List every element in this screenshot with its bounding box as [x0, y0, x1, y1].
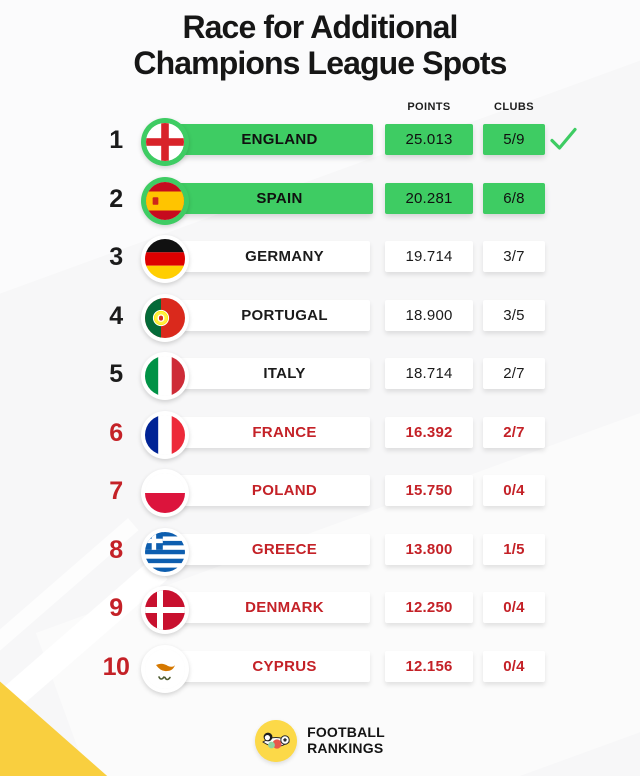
- row-clubs-value: 2/7: [483, 416, 545, 448]
- table-row[interactable]: 7 POLAND 15.750 0/4: [0, 469, 640, 528]
- flag-denmark-icon: [141, 586, 189, 634]
- table-row[interactable]: 5 ITALY 18.714 2/7: [0, 352, 640, 411]
- row-country-label: POLAND: [251, 482, 318, 499]
- flag-graphic: [145, 356, 185, 396]
- background-yellow-wedge: [0, 678, 114, 776]
- row-clubs-value: 3/7: [483, 241, 545, 272]
- page-title-line-1: Race for Additional: [182, 9, 458, 45]
- row-country-label: DENMARK: [245, 599, 324, 616]
- footer-brand: FOOTBALL RANKINGS: [0, 720, 640, 762]
- flag-graphic: [145, 297, 185, 338]
- row-rank: 9: [109, 594, 123, 622]
- row-points-value: 12.250: [385, 592, 473, 623]
- row-country-label: SPAIN: [256, 189, 303, 207]
- row-rank: 10: [102, 652, 130, 681]
- row-country-label: PORTUGAL: [241, 306, 328, 324]
- flag-graphic: [145, 414, 185, 455]
- flag-germany-icon: [141, 235, 189, 283]
- row-rank: 2: [109, 184, 123, 213]
- row-rank: 1: [109, 126, 123, 154]
- row-points-value: 19.714: [385, 241, 473, 272]
- row-country-bar[interactable]: DENMARK: [165, 592, 370, 623]
- row-points-value: 15.750: [385, 475, 473, 506]
- row-country-label: ENGLAND: [241, 131, 318, 148]
- row-rank: 8: [109, 535, 123, 564]
- flag-poland-icon: [141, 469, 189, 517]
- row-clubs-value: 0/4: [483, 650, 545, 682]
- flag-graphic: [145, 239, 185, 279]
- row-rank: 3: [109, 243, 123, 271]
- row-country-bar[interactable]: ENGLAND: [160, 124, 373, 155]
- table-row[interactable]: 8 GREECE 13.800 1/5: [0, 527, 640, 587]
- row-clubs-value: 1/5: [483, 533, 545, 565]
- brand-line-2: RANKINGS: [307, 740, 384, 756]
- row-rank: 6: [109, 418, 123, 447]
- row-country-label: CYPRUS: [252, 657, 317, 675]
- row-country-bar[interactable]: SPAIN: [160, 182, 373, 214]
- flag-graphic: [146, 123, 184, 161]
- row-points-value: 18.714: [385, 358, 473, 389]
- row-country-bar[interactable]: FRANCE: [165, 416, 370, 448]
- row-country-label: GREECE: [251, 540, 318, 558]
- row-clubs-value: 3/5: [483, 299, 545, 331]
- row-country-label: GERMANY: [245, 248, 324, 265]
- qualified-check-icon: [548, 125, 578, 155]
- row-country-label: ITALY: [263, 365, 306, 382]
- football-rankings-logo-icon: [255, 720, 298, 762]
- ranking-table: 1 ENGLAND 25.013 5/9 2 SPAIN 20.281 6/8 …: [0, 118, 640, 703]
- table-row[interactable]: 4 PORTUGAL 18.900 3/5: [0, 293, 640, 353]
- brand-line-1: FOOTBALL: [307, 724, 385, 741]
- column-header-clubs: CLUBS: [494, 101, 534, 113]
- flag-graphic: [146, 181, 184, 220]
- flag-graphic: [145, 590, 185, 630]
- row-rank: 7: [109, 477, 123, 505]
- row-country-bar[interactable]: GERMANY: [165, 241, 370, 272]
- flag-cyprus-icon: [141, 644, 189, 693]
- flag-italy-icon: [141, 352, 189, 400]
- row-clubs-value: 0/4: [483, 592, 545, 623]
- row-country-bar[interactable]: CYPRUS: [165, 650, 370, 682]
- table-row[interactable]: 2 SPAIN 20.281 6/8: [0, 176, 640, 236]
- flag-portugal-icon: [141, 293, 189, 342]
- row-rank: 5: [109, 360, 123, 388]
- row-rank: 4: [109, 301, 123, 330]
- page-title: Race for Additional Champions League Spo…: [0, 0, 640, 82]
- row-clubs-value: 6/8: [483, 182, 545, 214]
- row-points-value: 20.281: [385, 182, 473, 214]
- flag-greece-icon: [141, 527, 189, 576]
- row-clubs-value: 0/4: [483, 475, 545, 506]
- row-country-bar[interactable]: ITALY: [165, 358, 370, 389]
- table-row[interactable]: 6 FRANCE 16.392 2/7: [0, 410, 640, 470]
- row-country-bar[interactable]: PORTUGAL: [165, 299, 370, 331]
- table-row[interactable]: 9 DENMARK 12.250 0/4: [0, 586, 640, 645]
- row-country-bar[interactable]: POLAND: [165, 475, 370, 506]
- flag-spain-icon: [141, 176, 189, 225]
- flag-france-icon: [141, 410, 189, 459]
- row-points-value: 18.900: [385, 299, 473, 331]
- row-clubs-value: 2/7: [483, 358, 545, 389]
- row-points-value: 16.392: [385, 416, 473, 448]
- flag-graphic: [145, 648, 185, 689]
- table-row[interactable]: 3 GERMANY 19.714 3/7: [0, 235, 640, 294]
- row-country-bar[interactable]: GREECE: [165, 533, 370, 565]
- column-headers: POINTS CLUBS: [0, 101, 640, 115]
- row-points-value: 13.800: [385, 533, 473, 565]
- flag-graphic: [145, 531, 185, 572]
- flag-england-icon: [141, 118, 189, 166]
- row-points-value: 12.156: [385, 650, 473, 682]
- row-clubs-value: 5/9: [483, 124, 545, 155]
- flag-graphic: [145, 473, 185, 513]
- row-points-value: 25.013: [385, 124, 473, 155]
- page-title-line-2: Champions League Spots: [133, 45, 507, 82]
- column-header-points: POINTS: [407, 101, 451, 113]
- table-row[interactable]: 10 CYPRUS 12.156 0/4: [0, 644, 640, 704]
- brand-name: FOOTBALL RANKINGS: [307, 725, 385, 756]
- table-row[interactable]: 1 ENGLAND 25.013 5/9: [0, 118, 640, 177]
- row-country-label: FRANCE: [252, 423, 317, 441]
